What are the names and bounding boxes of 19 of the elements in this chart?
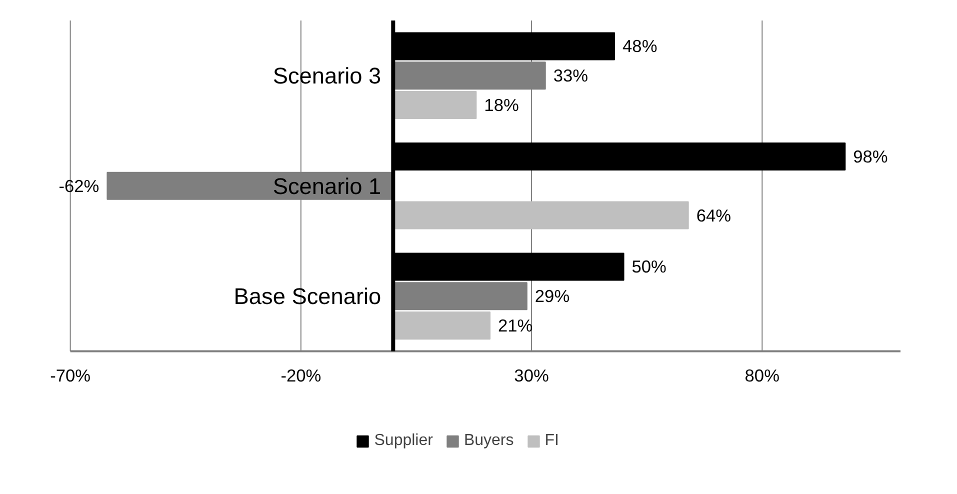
x-tick-label: 30% <box>514 365 549 386</box>
data-label: 50% <box>632 256 666 277</box>
data-label: 98% <box>853 146 888 166</box>
legend-label: Supplier <box>374 432 433 450</box>
x-tick-label: -70% <box>50 365 91 386</box>
data-label: 48% <box>622 36 658 56</box>
data-label: 29% <box>534 286 570 306</box>
y-tick-label: Scenario 3 <box>272 62 382 89</box>
data-label: 64% <box>696 205 732 226</box>
y-tick-label: Scenario 1 <box>272 172 382 199</box>
data-label: 21% <box>498 316 533 336</box>
data-label: 33% <box>553 66 588 86</box>
data-label: -62% <box>58 176 100 196</box>
data-label: 18% <box>484 95 519 116</box>
x-tick-label: 80% <box>744 365 780 386</box>
legend-label: Buyers <box>464 432 514 450</box>
x-tick-label: -20% <box>280 365 322 386</box>
y-tick-label: Base Scenario <box>234 283 382 310</box>
legend-label: FI <box>544 432 560 450</box>
